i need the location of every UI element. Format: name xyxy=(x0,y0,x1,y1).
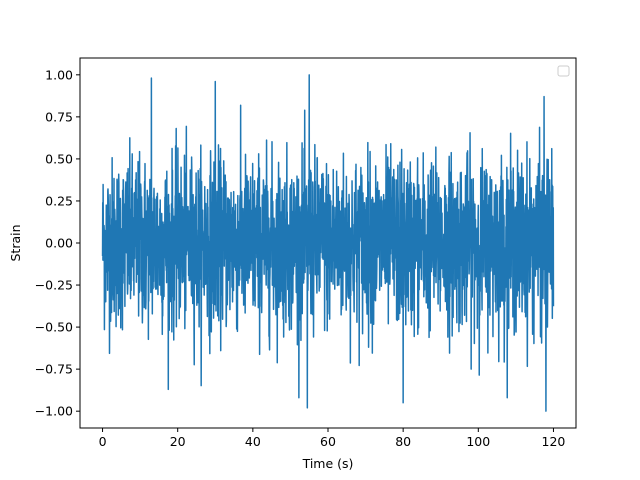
plot-area xyxy=(79,57,577,429)
y-tick-label: −0.25 xyxy=(35,278,73,293)
x-tick-label: 60 xyxy=(320,434,336,449)
x-tick-label: 20 xyxy=(170,434,186,449)
legend-box xyxy=(557,65,570,77)
y-tick-label: −0.50 xyxy=(35,320,73,335)
x-axis-ticks: 0 20 40 60 80 100 120 xyxy=(99,428,566,449)
y-axis-ticks: −1.00 −0.75 −0.50 −0.25 0.00 0.25 0.50 0.75 1.00 xyxy=(35,67,80,419)
x-tick-label: 0 xyxy=(99,434,107,449)
x-tick-label: 100 xyxy=(466,434,490,449)
x-tick-label: 120 xyxy=(542,434,566,449)
strain-series-line xyxy=(101,74,555,412)
y-tick-label: 0.25 xyxy=(45,193,73,208)
y-tick-label: 0.75 xyxy=(45,109,73,124)
y-tick-label: 0.50 xyxy=(45,151,73,166)
x-tick-label: 80 xyxy=(395,434,411,449)
x-axis-label: Time (s) xyxy=(302,456,354,471)
y-tick-label: −0.75 xyxy=(35,362,73,377)
y-axis-label: Strain xyxy=(8,224,23,261)
y-tick-label: 0.00 xyxy=(45,236,73,251)
y-tick-label: 1.00 xyxy=(45,67,73,82)
series-layer xyxy=(101,74,555,412)
x-tick-label: 40 xyxy=(245,434,261,449)
y-tick-label: −1.00 xyxy=(35,404,73,419)
